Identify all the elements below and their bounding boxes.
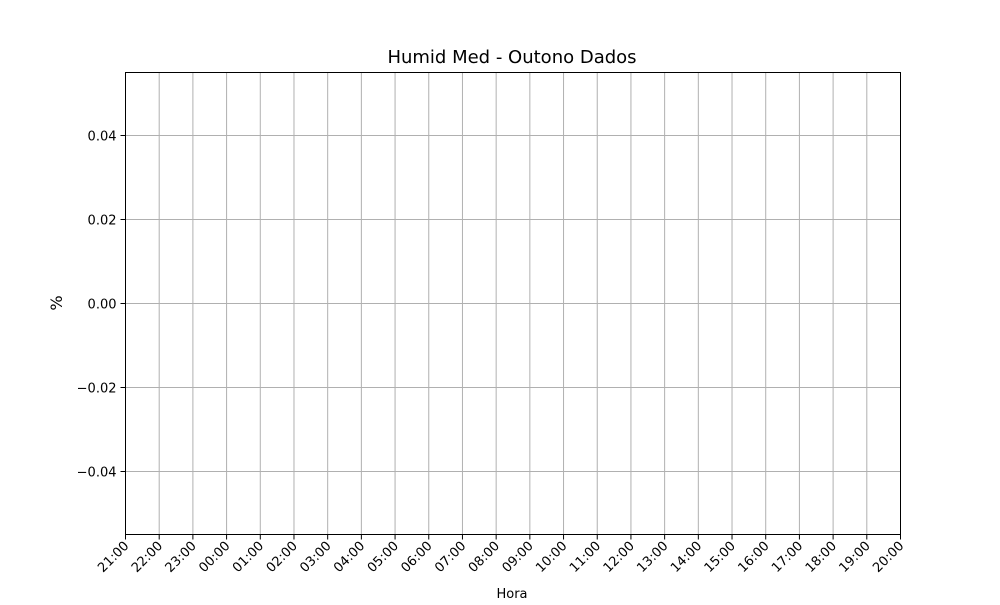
x-axis-label: Hora bbox=[496, 587, 527, 600]
x-tick-label: 03:00 bbox=[297, 539, 334, 576]
x-tick-label: 21:00 bbox=[95, 539, 132, 576]
grid bbox=[125, 72, 901, 535]
x-tick-label: 15:00 bbox=[702, 539, 739, 576]
y-tick-label: 0.00 bbox=[88, 298, 117, 313]
x-tick-label: 05:00 bbox=[365, 539, 402, 576]
x-tick-label: 04:00 bbox=[331, 539, 368, 576]
chart-title: Humid Med - Outono Dados bbox=[387, 47, 636, 68]
x-tick-label: 07:00 bbox=[432, 539, 469, 576]
x-axis: 21:0022:0023:0000:0001:0002:0003:0004:00… bbox=[95, 534, 907, 576]
x-tick-label: 02:00 bbox=[264, 539, 301, 576]
x-tick-label: 22:00 bbox=[129, 539, 166, 576]
y-tick-label: 0.04 bbox=[88, 130, 117, 145]
y-tick-label: 0.02 bbox=[88, 214, 117, 229]
x-tick-label: 14:00 bbox=[668, 539, 705, 576]
x-tick-label: 08:00 bbox=[466, 539, 503, 576]
x-tick-label: 17:00 bbox=[769, 539, 806, 576]
x-tick-label: 19:00 bbox=[837, 539, 874, 576]
x-tick-label: 01:00 bbox=[230, 539, 267, 576]
x-tick-label: 20:00 bbox=[870, 539, 907, 576]
y-tick-label: −0.02 bbox=[77, 382, 117, 397]
x-tick-label: 18:00 bbox=[803, 539, 840, 576]
x-tick-label: 13:00 bbox=[634, 539, 671, 576]
x-tick-label: 11:00 bbox=[567, 539, 604, 576]
x-tick-label: 12:00 bbox=[601, 539, 638, 576]
x-tick-label: 16:00 bbox=[735, 539, 772, 576]
y-axis: −0.04 −0.02 0.00 0.02 0.04 bbox=[77, 130, 126, 481]
x-tick-label: 10:00 bbox=[533, 539, 570, 576]
y-axis-label: % bbox=[47, 295, 66, 310]
x-tick-label: 23:00 bbox=[163, 539, 200, 576]
x-tick-label: 06:00 bbox=[398, 539, 435, 576]
x-tick-label: 09:00 bbox=[500, 539, 537, 576]
y-tick-label: −0.04 bbox=[77, 466, 117, 481]
x-tick-label: 00:00 bbox=[196, 539, 233, 576]
